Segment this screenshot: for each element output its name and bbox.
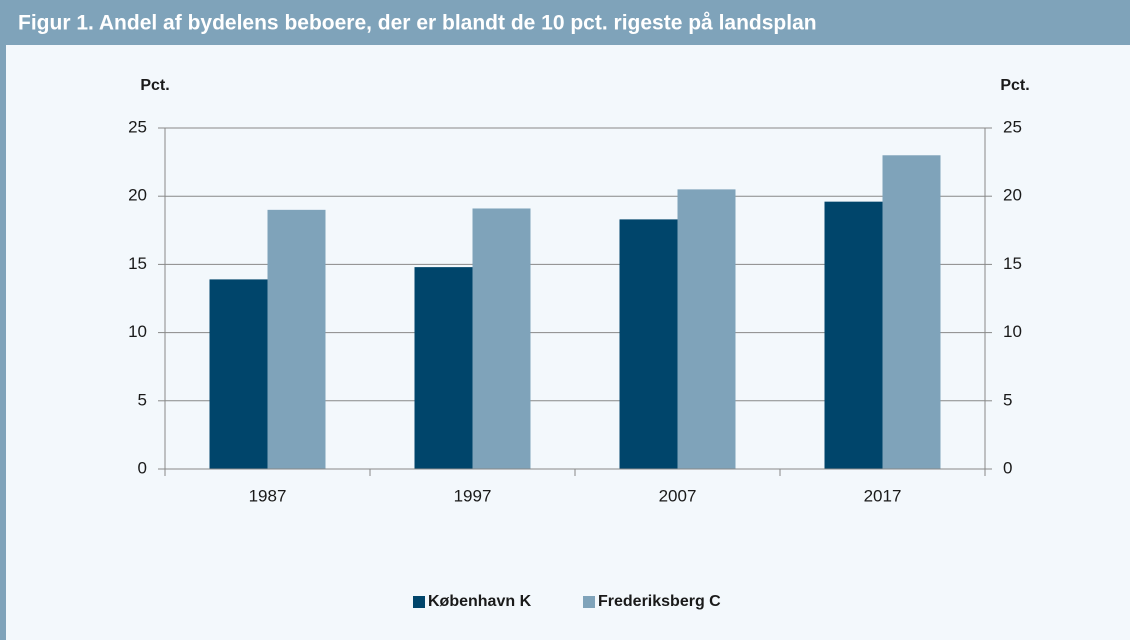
y2-tick-label: 15	[1003, 254, 1022, 273]
bar	[619, 219, 678, 469]
bar	[209, 279, 268, 469]
y2-tick-label: 25	[1003, 117, 1022, 136]
legend-swatch	[413, 596, 425, 608]
bar	[472, 208, 531, 469]
y-tick-label: 5	[138, 390, 147, 409]
bar	[882, 155, 941, 469]
y-tick-label: 0	[138, 458, 147, 477]
y2-tick-label: 20	[1003, 186, 1022, 205]
x-tick-label: 2007	[659, 486, 697, 505]
y2-tick-label: 10	[1003, 322, 1022, 341]
y-tick-label: 15	[128, 254, 147, 273]
y2-tick-label: 0	[1003, 458, 1012, 477]
y-tick-label: 20	[128, 186, 147, 205]
bar	[677, 189, 736, 469]
y-axis-label: Pct.	[140, 77, 169, 94]
x-tick-label: 1987	[249, 486, 287, 505]
legend-swatch	[583, 596, 595, 608]
y2-axis-label: Pct.	[1000, 77, 1029, 94]
legend-label: Frederiksberg C	[598, 593, 721, 610]
x-tick-label: 1997	[454, 486, 492, 505]
bar	[414, 267, 473, 469]
left-border	[0, 0, 6, 640]
x-tick-label: 2017	[864, 486, 902, 505]
chart-title: Figur 1. Andel af bydelens beboere, der …	[18, 12, 817, 35]
bar	[267, 209, 326, 469]
y-tick-label: 25	[128, 117, 147, 136]
y-tick-label: 10	[128, 322, 147, 341]
header-bar	[0, 0, 1130, 45]
y2-tick-label: 5	[1003, 390, 1012, 409]
legend-label: København K	[428, 593, 532, 610]
bar	[824, 201, 883, 469]
